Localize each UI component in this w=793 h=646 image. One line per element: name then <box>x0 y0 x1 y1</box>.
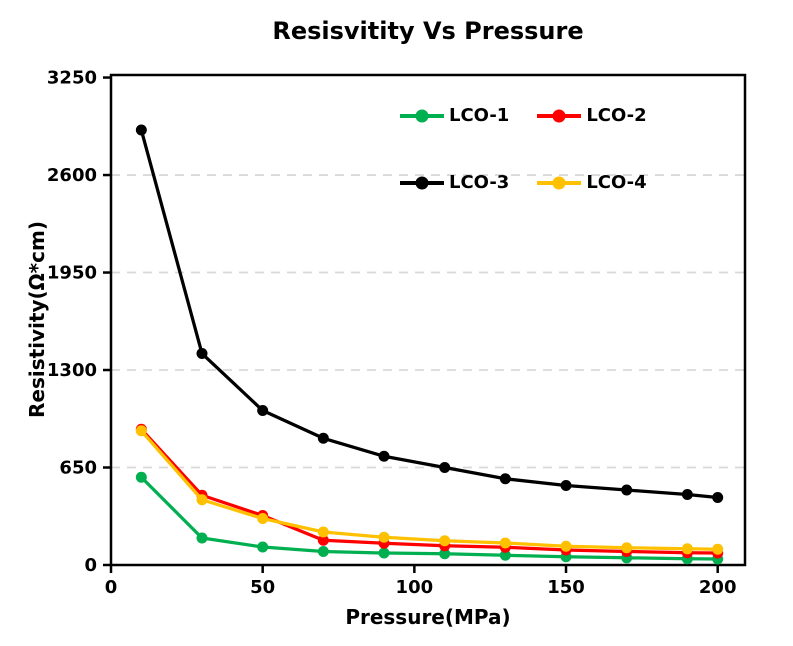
y-tick-label: 2600 <box>47 165 97 186</box>
data-point-marker <box>317 534 329 546</box>
x-tick-label: 0 <box>105 577 118 598</box>
data-point-marker <box>196 494 208 506</box>
data-point-marker <box>621 542 633 554</box>
series-lco-3 <box>135 124 724 504</box>
series-lco-4 <box>135 425 724 555</box>
legend-row: LCO-1 LCO-2 <box>400 103 647 128</box>
data-point-marker <box>621 484 633 496</box>
legend-marker-line <box>537 109 582 122</box>
data-point-marker <box>439 548 451 560</box>
data-point-marker <box>560 540 572 552</box>
data-point-marker <box>499 537 511 549</box>
data-point-marker <box>317 526 329 538</box>
chart-title: Resisvitity Vs Pressure <box>272 17 584 45</box>
y-tick-label: 0 <box>84 555 97 576</box>
legend-marker-dot-icon <box>552 109 566 122</box>
data-point-marker <box>499 473 511 485</box>
legend-marker-line <box>400 176 444 189</box>
legend-label: LCO-2 <box>586 105 647 126</box>
data-point-marker <box>257 405 269 417</box>
data-point-marker <box>257 513 269 525</box>
data-point-marker <box>560 480 572 492</box>
x-tick-label: 200 <box>699 577 737 598</box>
data-point-marker <box>257 541 269 553</box>
x-axis-title: Pressure(MPa) <box>345 605 511 629</box>
data-point-marker <box>439 462 451 474</box>
legend-marker-line <box>400 109 444 122</box>
legend-item-lco-1: LCO-1 <box>400 103 509 128</box>
data-point-marker <box>317 432 329 444</box>
data-point-marker <box>378 531 390 543</box>
legend-item-lco-2: LCO-2 <box>537 103 647 128</box>
data-point-marker <box>135 471 147 483</box>
legend-marker-dot-icon <box>552 176 566 189</box>
legend-item-lco-3: LCO-3 <box>400 170 509 195</box>
data-point-marker <box>196 348 208 360</box>
legend: LCO-1 LCO-2 LCO-3 LCO-4 <box>400 103 647 195</box>
data-point-marker <box>712 543 724 555</box>
y-tick-label: 1300 <box>47 360 97 381</box>
legend-row: LCO-3 LCO-4 <box>400 170 647 195</box>
y-tick-label: 650 <box>59 458 97 479</box>
y-axis-ticks: 0 650 1300 1950 2600 3250 <box>47 68 111 576</box>
data-point-marker <box>499 549 511 561</box>
data-point-marker <box>378 450 390 462</box>
data-point-marker <box>378 547 390 559</box>
x-axis-ticks: 0 50 100 150 200 <box>105 565 737 598</box>
data-point-marker <box>439 535 451 547</box>
data-point-marker <box>135 124 147 136</box>
x-tick-label: 50 <box>250 577 275 598</box>
plot-border <box>109 73 747 567</box>
legend-label: LCO-4 <box>586 172 647 193</box>
data-point-marker <box>317 546 329 558</box>
data-point-marker <box>681 489 693 501</box>
legend-marker-dot-icon <box>415 176 429 189</box>
data-point-marker <box>712 492 724 504</box>
y-tick-label: 1950 <box>47 263 97 284</box>
data-point-marker <box>135 425 147 437</box>
legend-item-lco-4: LCO-4 <box>537 170 647 195</box>
legend-marker-line <box>537 176 582 189</box>
y-tick-label: 3250 <box>47 68 97 89</box>
x-tick-label: 100 <box>396 577 434 598</box>
legend-marker-dot-icon <box>415 109 429 122</box>
legend-label: LCO-1 <box>449 105 510 126</box>
x-tick-label: 150 <box>547 577 585 598</box>
gridlines <box>111 174 745 469</box>
data-point-marker <box>196 532 208 544</box>
legend-label: LCO-3 <box>449 172 510 193</box>
data-point-marker <box>681 543 693 555</box>
